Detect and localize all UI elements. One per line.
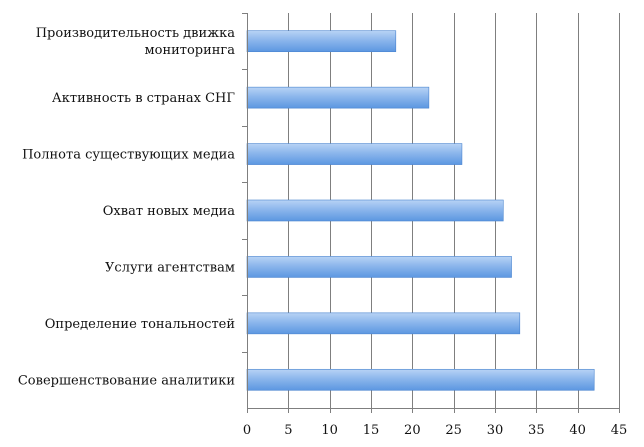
axes <box>242 13 620 413</box>
category-label-2: Полнота существующих медиа <box>22 148 235 163</box>
x-tick-label-0: 0 <box>243 423 251 438</box>
x-tick-label-30: 30 <box>487 423 504 438</box>
category-label-4: Услуги агентствам <box>105 260 235 275</box>
x-tick-label-20: 20 <box>404 423 421 438</box>
x-tick-label-5: 5 <box>284 423 292 438</box>
category-label-0-line-0: Производительность движка <box>36 26 236 41</box>
bar-5 <box>246 312 521 335</box>
bar-2 <box>246 143 463 165</box>
category-label-5: Определение тональностей <box>45 317 235 332</box>
bars <box>246 30 595 391</box>
category-label-1: Активность в странах СНГ <box>52 91 235 106</box>
category-labels: Производительность движка мониторинга Акти… <box>18 26 236 388</box>
bar-4 <box>246 256 512 278</box>
category-label-0-line-1: мониторинга <box>145 43 236 58</box>
bar-1 <box>246 86 430 109</box>
x-tick-label-40: 40 <box>569 423 586 438</box>
bar-0 <box>246 30 397 53</box>
bar-6 <box>246 368 595 391</box>
x-tick-label-35: 35 <box>528 423 545 438</box>
bar-3 <box>246 199 504 222</box>
tick-labels: 0 5 10 15 20 25 30 35 40 45 <box>243 423 627 438</box>
x-tick-label-45: 45 <box>611 423 628 438</box>
x-tick-label-25: 25 <box>445 423 462 438</box>
x-tick-label-10: 10 <box>321 423 338 438</box>
category-label-3: Охват новых медиа <box>103 204 235 219</box>
x-tick-label-15: 15 <box>363 423 380 438</box>
category-label-6: Совершенствование аналитики <box>18 373 235 388</box>
